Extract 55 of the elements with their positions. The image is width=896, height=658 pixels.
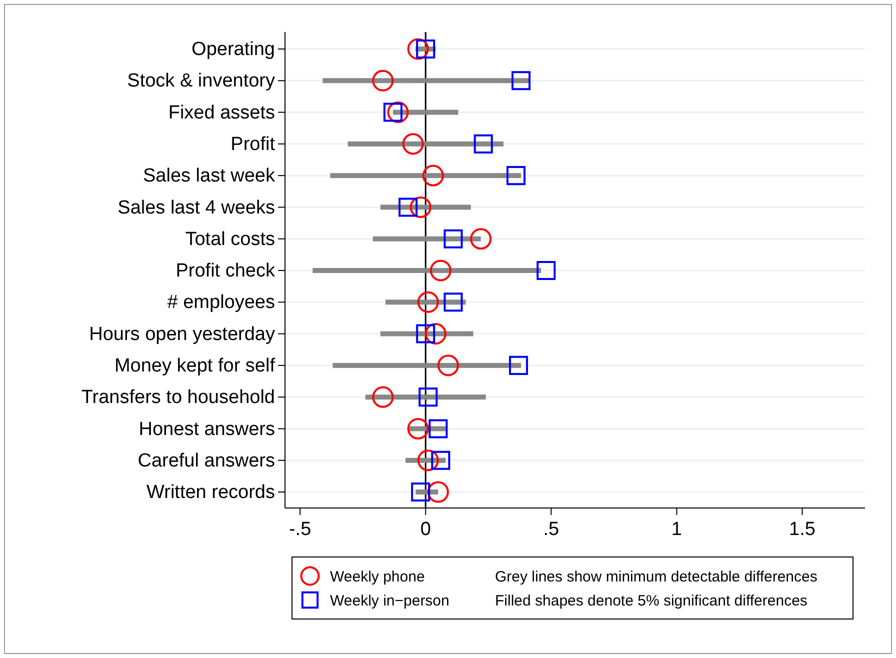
point xyxy=(430,260,452,282)
point xyxy=(470,228,492,250)
text: Grey lines show minimum detectable differences xyxy=(495,568,818,586)
y-tick-label: Operating xyxy=(192,39,275,60)
y-tick-label: Stock & inventory xyxy=(127,70,276,92)
point xyxy=(428,419,448,438)
point xyxy=(387,102,409,124)
point xyxy=(398,198,418,217)
y-tick-label: Profit check xyxy=(176,260,276,282)
y-tick-label: Transfers to household xyxy=(81,387,275,408)
y-tick-label: Hours open yesterday xyxy=(89,324,276,345)
y-tick-label: Fixed assets xyxy=(168,102,275,124)
point xyxy=(422,164,444,186)
point xyxy=(512,71,531,90)
point xyxy=(407,38,429,60)
y-tick-label: Careful answers xyxy=(138,450,275,472)
y-tick-label: Written records xyxy=(146,482,275,504)
y-tick-label: Profit xyxy=(230,134,276,156)
y-tick-label: Sales last week xyxy=(142,166,276,187)
x-tick-label: 0 xyxy=(420,519,431,540)
point xyxy=(424,323,446,345)
point xyxy=(431,450,450,470)
point xyxy=(416,324,436,344)
text: Filled shapes denote 5% significant differences xyxy=(495,592,808,610)
point xyxy=(417,450,439,472)
point xyxy=(536,260,556,280)
point xyxy=(372,386,394,408)
point xyxy=(506,166,526,186)
point xyxy=(444,292,463,312)
point xyxy=(418,388,438,407)
point xyxy=(417,291,439,313)
legend-label: Weekly in−person xyxy=(330,592,450,610)
point xyxy=(437,354,459,376)
y-tick-label: Honest answers xyxy=(138,418,275,440)
point xyxy=(411,482,430,502)
y-tick-label: Total costs xyxy=(185,228,275,250)
point xyxy=(383,102,402,122)
y-tick-label: Sales last 4 weeks xyxy=(118,197,275,218)
point xyxy=(402,133,424,155)
point xyxy=(407,418,429,440)
point xyxy=(372,70,394,92)
x-tick-label: 1.5 xyxy=(789,519,816,540)
point xyxy=(410,196,432,218)
y-tick-label: # employees xyxy=(167,292,275,314)
x-tick-label: -.5 xyxy=(288,519,312,540)
x-tick-label: .5 xyxy=(543,519,560,540)
bar xyxy=(380,331,426,336)
point xyxy=(416,39,436,59)
point xyxy=(444,229,463,248)
y-tick-label: Money kept for self xyxy=(114,356,276,377)
x-tick-label: 1 xyxy=(671,519,682,540)
point xyxy=(508,356,528,375)
legend-label: Weekly phone xyxy=(330,568,425,586)
point xyxy=(474,134,493,154)
point xyxy=(427,481,449,503)
